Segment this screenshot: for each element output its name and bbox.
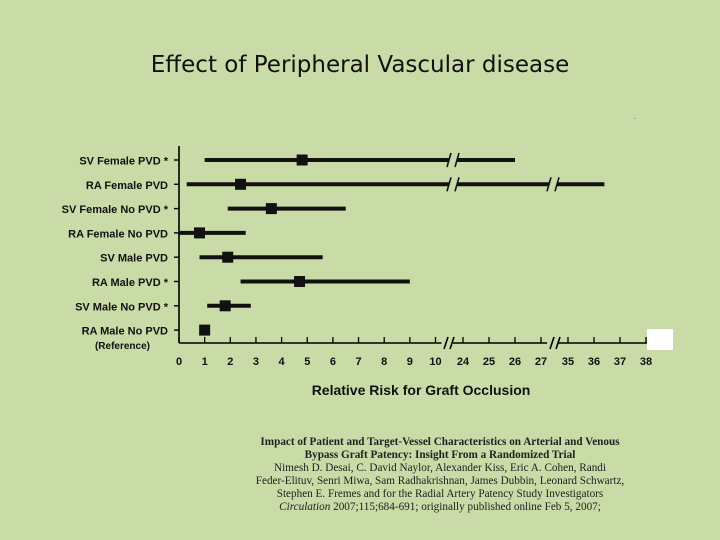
point-estimate (219, 300, 231, 312)
x-tick-label: 36 (588, 356, 600, 368)
citation-journal-detail: 2007;115;684-691; originally published o… (330, 501, 601, 513)
citation-authors-line-2: Feder-Elituv, Senri Miwa, Sam Radhakrish… (255, 475, 625, 487)
citation-authors-line-3: Stephen E. Fremes and for the Radial Art… (276, 488, 604, 500)
row-label: RA Female PVD (86, 180, 168, 192)
citation-title-line-2: Bypass Graft Patency: Insight From a Ran… (304, 449, 576, 461)
x-tick-label: 38 (640, 356, 652, 368)
axis-break-mark (449, 336, 455, 350)
x-tick-label: 2 (227, 356, 233, 368)
x-tick-label: 24 (457, 356, 470, 368)
citation-authors-line-1: Nimesh D. Desai, C. David Naylor, Alexan… (273, 462, 606, 474)
ci-break-mark (454, 152, 460, 168)
axis-break-mark (549, 336, 555, 350)
white-box (647, 329, 673, 350)
x-tick-label: 3 (253, 356, 259, 368)
point-estimate (199, 324, 211, 336)
row-label: RA Female No PVD (68, 228, 168, 240)
x-tick-label: 6 (330, 356, 336, 368)
x-tick-label: 27 (535, 356, 547, 368)
row-label: SV Female No PVD * (62, 204, 169, 216)
ci-break-gap (549, 177, 557, 192)
x-tick-label: 35 (562, 356, 574, 368)
citation-journal-line: Circulation 2007;115;684-691; originally… (220, 501, 660, 514)
axis-break-mark (555, 336, 561, 350)
x-tick-label: 25 (483, 356, 495, 368)
x-tick-label: 5 (304, 356, 310, 368)
ci-break-mark (546, 177, 552, 192)
ci-break-mark (446, 152, 452, 168)
x-tick-label: 4 (279, 356, 286, 368)
row-label: RA Male No PVD (82, 326, 168, 338)
point-estimate (296, 154, 308, 166)
row-label: SV Female PVD * (79, 156, 168, 168)
x-tick-label: 10 (429, 356, 441, 368)
ci-break-gap (449, 153, 457, 167)
row-label: SV Male No PVD * (75, 301, 169, 313)
point-estimate (222, 251, 234, 263)
x-tick-label: 7 (355, 356, 361, 368)
point-estimate (194, 227, 206, 239)
axis-break-mark (443, 336, 449, 350)
x-tick-label: 1 (202, 356, 208, 368)
x-axis-label: Relative Risk for Graft Occlusion (312, 382, 531, 398)
row-label: SV Male PVD (100, 253, 168, 265)
citation-title-line-1: Impact of Patient and Target-Vessel Char… (260, 436, 620, 448)
row-label: RA Male PVD * (92, 277, 169, 289)
ci-break-gap (449, 177, 457, 192)
ci-break-mark (446, 177, 452, 192)
citation-journal: Circulation (279, 501, 331, 513)
point-estimate (294, 276, 306, 287)
stray-dot (634, 118, 636, 119)
slide-title: Effect of Peripheral Vascular disease (150, 52, 570, 78)
x-tick-label: 9 (407, 356, 413, 368)
reference-note: (Reference) (95, 341, 150, 352)
x-tick-label: 8 (381, 356, 387, 368)
ci-break-mark (454, 177, 460, 192)
point-estimate (235, 178, 247, 190)
point-estimate (265, 203, 277, 215)
ci-break-mark (554, 177, 560, 192)
x-tick-label: 0 (176, 356, 182, 368)
x-tick-label: 26 (509, 356, 521, 368)
citation: Impact of Patient and Target-Vessel Char… (220, 436, 660, 514)
x-tick-label: 37 (614, 356, 626, 368)
